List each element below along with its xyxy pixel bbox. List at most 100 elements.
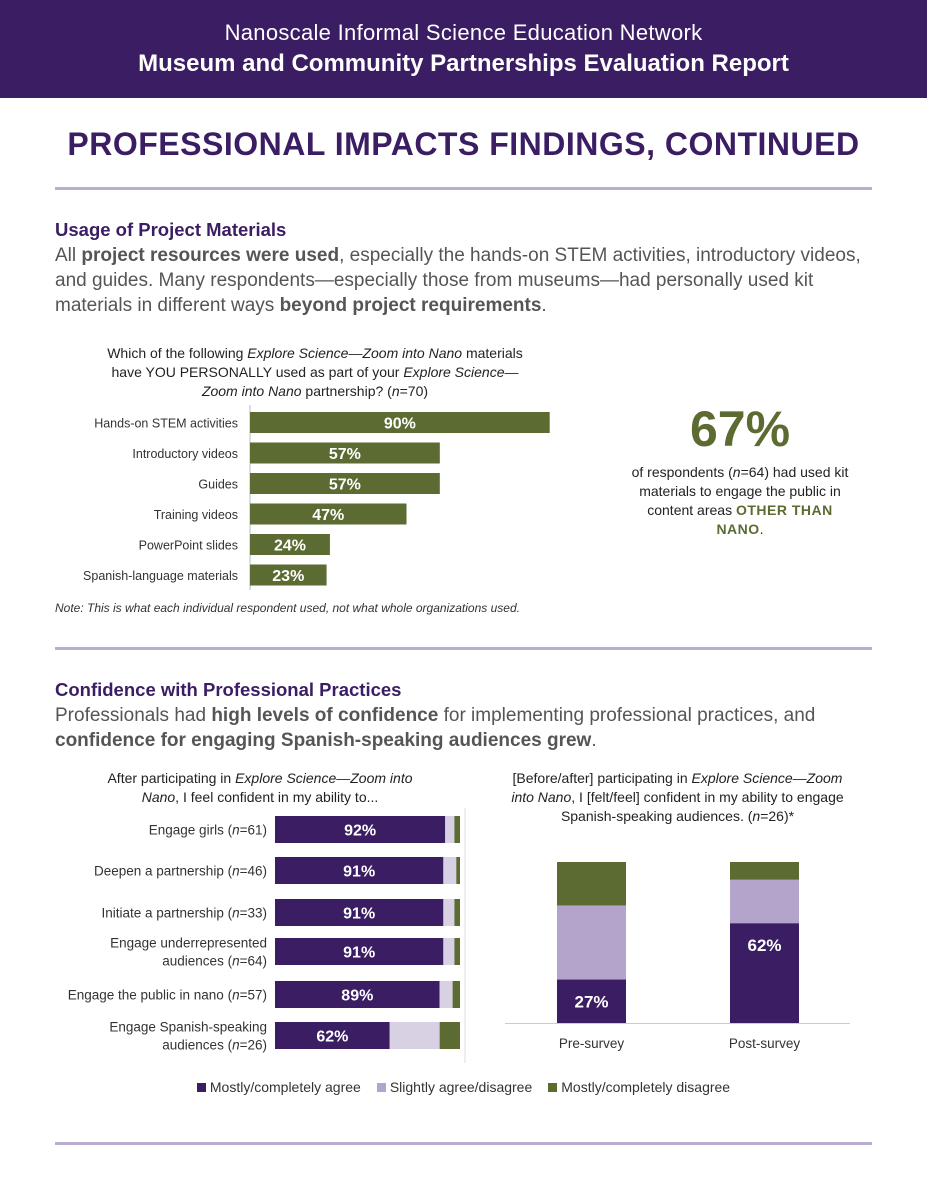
- category-label: Deepen a partnership (n=46): [94, 864, 267, 879]
- body-text: confidence for engaging Spanish-speaking…: [55, 730, 592, 751]
- confidence-stacked-chart: 92% Engage girls (n=61) 91% Deepen a partne…: [68, 808, 466, 1063]
- report-title: Museum and Community Partnerships Evalua…: [138, 50, 789, 77]
- divider: [55, 1142, 872, 1145]
- bar-segment: [730, 862, 799, 880]
- legend-swatch: [196, 1083, 206, 1092]
- bar: [250, 442, 440, 464]
- value-label: 89%: [341, 988, 373, 1005]
- legend-item: Mostly/completely agree: [196, 1079, 361, 1095]
- section-confidence-title: Confidence with Professional Practices: [55, 679, 402, 700]
- question-text: After participating in: [107, 770, 236, 786]
- usage-note: Note: This is what each individual respo…: [55, 601, 520, 615]
- bar-segment: [454, 938, 460, 965]
- bar-segment: [275, 899, 444, 926]
- callout-highlight: OTHER THAN NANO: [716, 502, 833, 537]
- value-label: 57%: [329, 477, 361, 494]
- category-label: Engage girls (n=61): [149, 823, 267, 838]
- question-text: partnership? (: [301, 383, 392, 399]
- bar-segment: [389, 1022, 440, 1049]
- value-label: 62%: [316, 1029, 348, 1046]
- value-label: 92%: [344, 823, 376, 840]
- body-text: All: [55, 245, 82, 266]
- legend-item: Slightly agree/disagree: [376, 1079, 532, 1095]
- bar: [250, 564, 327, 586]
- question-text: Which of the following: [107, 345, 248, 361]
- question-text: =26)*: [760, 808, 795, 824]
- bar-segment: [275, 816, 446, 843]
- legend-swatch: [376, 1083, 386, 1092]
- question-text: [Before/after] participating in: [512, 770, 692, 786]
- bar: [250, 534, 330, 555]
- callout-text-part: =64) had used kit materials to engage th…: [639, 464, 849, 518]
- category-label: Spanish-language materials: [83, 569, 238, 583]
- question-text: , I [felt/feel] confident in my ability …: [560, 789, 844, 824]
- bar-segment: [454, 899, 460, 926]
- bar-segment: [454, 816, 460, 843]
- bar-segment: [730, 879, 799, 924]
- bar-segment: [557, 979, 626, 1023]
- bar-segment: [439, 1022, 460, 1049]
- value-label: 91%: [343, 864, 375, 881]
- category-label: audiences (n=64): [162, 954, 267, 969]
- spanish-pre-post-chart: 27% Pre-survey 62% Post-survey: [505, 862, 850, 1051]
- category-label: Introductory videos: [132, 447, 238, 461]
- category-label: Pre-survey: [559, 1036, 625, 1051]
- callout-end: .: [759, 521, 764, 537]
- value-label: 24%: [274, 538, 306, 555]
- body-text: beyond project requirements: [279, 295, 542, 316]
- value-label: 27%: [574, 992, 608, 1011]
- question-text: materials have YOU PERSONALLY used as pa…: [111, 345, 523, 380]
- divider: [55, 647, 872, 650]
- callout-text-part: n: [732, 464, 741, 480]
- question-text: n: [752, 808, 761, 824]
- question-text: =70): [399, 383, 429, 399]
- section-confidence-body: Professionals had high levels of confide…: [55, 703, 875, 753]
- confidence-question: After participating in Explore Science—Z…: [90, 769, 430, 807]
- bar-segment: [557, 905, 626, 980]
- organization-name: Nanoscale Informal Science Education Net…: [224, 20, 703, 45]
- bar-segment: [452, 981, 460, 1008]
- value-label: 91%: [343, 945, 375, 962]
- divider: [55, 187, 872, 190]
- callout-text: of respondents (n=64) had used kit mater…: [630, 463, 850, 539]
- bar-segment: [275, 981, 440, 1008]
- body-text: .: [541, 295, 547, 316]
- bar-segment: [557, 862, 626, 906]
- value-label: 57%: [329, 446, 361, 463]
- question-text: Explore Science—Zoom into Nano: [141, 770, 413, 805]
- section-usage-title: Usage of Project Materials: [55, 219, 287, 240]
- value-label: 91%: [343, 906, 375, 923]
- category-label: audiences (n=26): [162, 1038, 267, 1053]
- bar-segment: [456, 857, 460, 884]
- spanish-question: [Before/after] participating in Explore …: [505, 769, 850, 826]
- legend-label: Mostly/completely agree: [209, 1079, 361, 1095]
- legend-swatch: [548, 1083, 558, 1092]
- category-label: Guides: [198, 478, 238, 492]
- body-text: Professionals had: [55, 705, 212, 726]
- bar: [250, 503, 407, 525]
- bar-segment: [730, 923, 799, 1023]
- body-text: project resources were used: [81, 245, 340, 266]
- value-label: 90%: [384, 416, 416, 433]
- report-header: Nanoscale Informal Science Education Net…: [0, 0, 927, 98]
- bar: [250, 412, 550, 433]
- body-text: .: [591, 730, 597, 751]
- bar-segment: [443, 857, 457, 884]
- question-text: n: [391, 383, 400, 399]
- section-usage-body: All project resources were used, especia…: [55, 243, 875, 318]
- bar-segment: [275, 857, 444, 884]
- category-label: PowerPoint slides: [139, 539, 238, 553]
- body-text: , especially the hands-on STEM activitie…: [55, 245, 861, 316]
- bar: [250, 473, 440, 494]
- value-label: 47%: [312, 507, 344, 524]
- bar-segment: [275, 938, 444, 965]
- bar-segment: [275, 1022, 390, 1049]
- body-text: for implementing professional practices,…: [438, 705, 816, 726]
- question-text: Explore Science—Zoom into Nano: [247, 345, 463, 361]
- page-title: PROFESSIONAL IMPACTS FINDINGS, CONTINUED: [67, 126, 860, 162]
- category-label: Post-survey: [729, 1036, 801, 1051]
- question-text: Explore Science—Zoom into Nano: [511, 770, 843, 805]
- legend-item: Mostly/completely disagree: [548, 1079, 730, 1095]
- category-label: Initiate a partnership (n=33): [102, 906, 268, 921]
- bar-segment: [443, 938, 455, 965]
